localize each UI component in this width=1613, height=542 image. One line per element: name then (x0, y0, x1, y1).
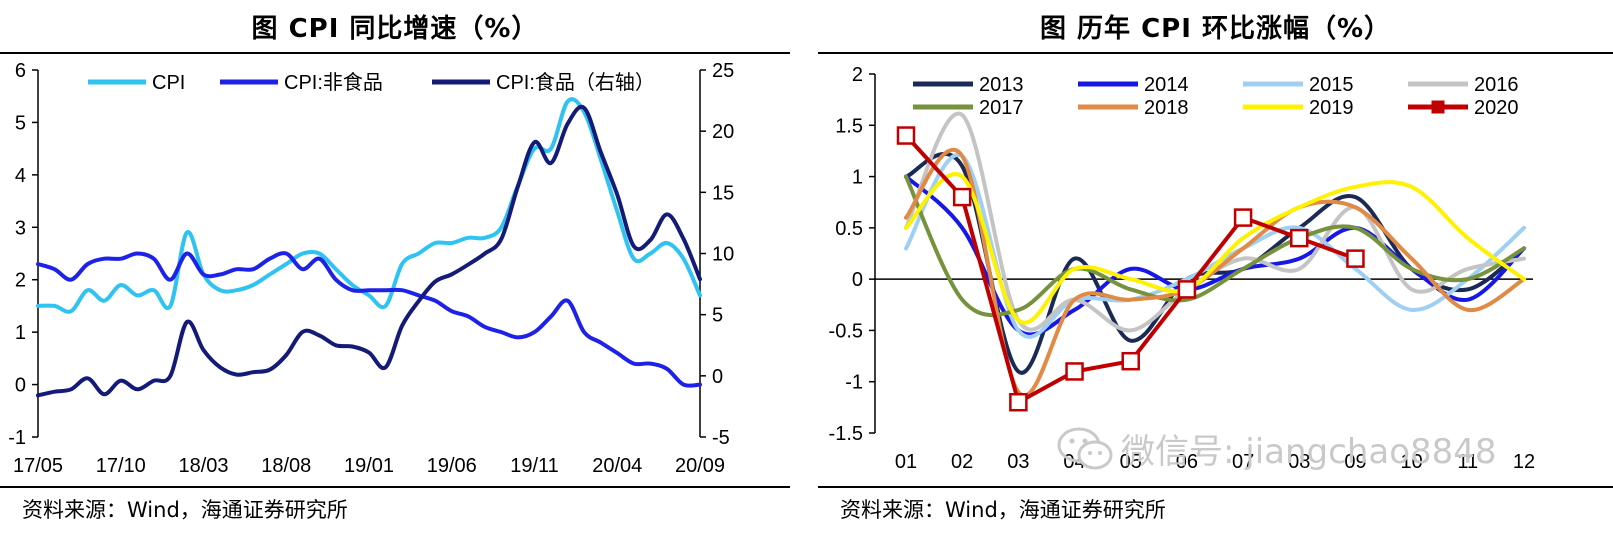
legend-marker (1431, 100, 1445, 114)
x-tick-label: 18/08 (261, 455, 311, 477)
x-tick-label: 02 (951, 451, 973, 473)
right-y-tick-label: 25 (712, 60, 734, 82)
left-chart-panel: 图 CPI 同比增速（%） -1 0 1 2 3 4 5 6 -5 0 5 10 15 20 25 17/05… (0, 0, 790, 542)
left-y-tick-label: 3 (15, 217, 26, 239)
wechat-icon (1057, 427, 1113, 470)
right-title-rule (818, 52, 1613, 54)
x-tick-label: 10 (1401, 451, 1423, 473)
x-tick-label: 12 (1513, 451, 1535, 473)
left-y-tick-label: 1 (15, 322, 26, 344)
series-marker-2020 (1290, 228, 1309, 248)
right-source-note: 资料来源：Wind，海通证券研究所 (840, 498, 1166, 522)
x-tick-label: 03 (1007, 451, 1029, 473)
series-marker-2020 (1346, 249, 1365, 268)
y-tick-label: -0.5 (829, 320, 863, 342)
legend-label: CPI (152, 72, 185, 94)
legend-label: 2019 (1309, 97, 1354, 119)
x-tick-label: 08 (1288, 451, 1310, 473)
left-chart-title: 图 CPI 同比增速（%） (251, 13, 539, 44)
legend-label: 2017 (979, 97, 1024, 119)
right-y-tick-label: 0 (712, 366, 723, 388)
left-source-note: 资料来源：Wind，海通证券研究所 (22, 498, 348, 522)
series-marker-2020 (1233, 208, 1253, 227)
legend-label: 2016 (1474, 74, 1519, 96)
series-marker-2020 (952, 187, 972, 207)
left-y-tick-label: 2 (15, 270, 26, 292)
x-tick-label: 20/04 (592, 455, 642, 477)
y-tick-label: 0.5 (835, 218, 863, 240)
x-tick-label: 01 (895, 451, 917, 473)
right-chart-panel: 图 历年 CPI 环比涨幅（%） -1.5 -1 -0.5 0 0.5 1 1.5 2 01 02… (818, 0, 1613, 542)
x-tick-label: 18/03 (178, 455, 228, 477)
right-y-tick-label: 20 (712, 121, 734, 143)
y-tick-label: -1.5 (829, 423, 863, 445)
x-tick-label: 19/01 (344, 455, 394, 477)
x-tick-label: 07 (1232, 451, 1254, 473)
y-tick-label: 2 (852, 64, 863, 86)
legend-label: 2013 (979, 74, 1024, 96)
watermark-text: 微信号: jiangchao8848 (1121, 431, 1497, 472)
right-y-tick-label: -5 (712, 427, 730, 449)
legend-label: 2020 (1474, 97, 1519, 119)
left-source-rule (0, 486, 790, 488)
series-marker-2020 (1065, 362, 1084, 381)
series-line-2015 (904, 152, 1526, 339)
x-tick-label: 20/09 (675, 455, 725, 477)
cpi-yoy-chart: -1 0 1 2 3 4 5 6 -5 0 5 10 15 20 25 17/05 17/10 18/03 18/0… (8, 60, 734, 477)
x-tick-label: 17/05 (13, 455, 63, 477)
x-tick-label: 19/11 (510, 455, 559, 477)
left-y-tick-label: 6 (15, 60, 26, 82)
series-line-cpi (36, 97, 702, 314)
x-tick-label: 11 (1457, 451, 1478, 473)
left-y-tick-label: -1 (8, 427, 26, 449)
y-tick-label: 1.5 (835, 115, 863, 137)
x-tick-label: 06 (1176, 451, 1198, 473)
x-tick-label: 19/06 (427, 455, 477, 477)
legend-label: CPI:食品（右轴） (496, 71, 655, 94)
y-tick-label: 0 (852, 269, 863, 291)
series-line-cpi_food (36, 104, 702, 398)
y-tick-label: -1 (845, 372, 863, 394)
wechat-watermark: 微信号: jiangchao8848 (1055, 420, 1497, 476)
x-tick-label: 09 (1344, 451, 1366, 473)
left-y-tick-label: 0 (15, 375, 26, 397)
right-y-tick-label: 10 (712, 244, 734, 266)
series-marker-2020 (896, 126, 916, 145)
series-marker-2020 (1177, 280, 1197, 299)
series-marker-2020 (1121, 351, 1140, 371)
right-chart-title: 图 历年 CPI 环比涨幅（%） (1039, 13, 1392, 44)
legend-label: 2018 (1144, 97, 1189, 119)
left-y-tick-label: 5 (15, 112, 26, 134)
legend-label: 2015 (1309, 74, 1354, 96)
left-title-rule (0, 52, 790, 54)
right-source-rule (818, 486, 1613, 488)
x-tick-label: 05 (1120, 451, 1142, 473)
legend-label: CPI:非食品 (284, 71, 383, 94)
y-tick-label: 1 (852, 167, 863, 189)
left-y-tick-label: 4 (15, 165, 26, 187)
legend-label: 2014 (1144, 74, 1189, 96)
right-y-tick-label: 15 (712, 182, 734, 204)
series-line-cpi_nonfood (36, 251, 702, 388)
series-marker-2020 (1009, 392, 1028, 412)
x-tick-label: 17/10 (96, 455, 146, 477)
right-y-tick-label: 5 (712, 305, 723, 327)
